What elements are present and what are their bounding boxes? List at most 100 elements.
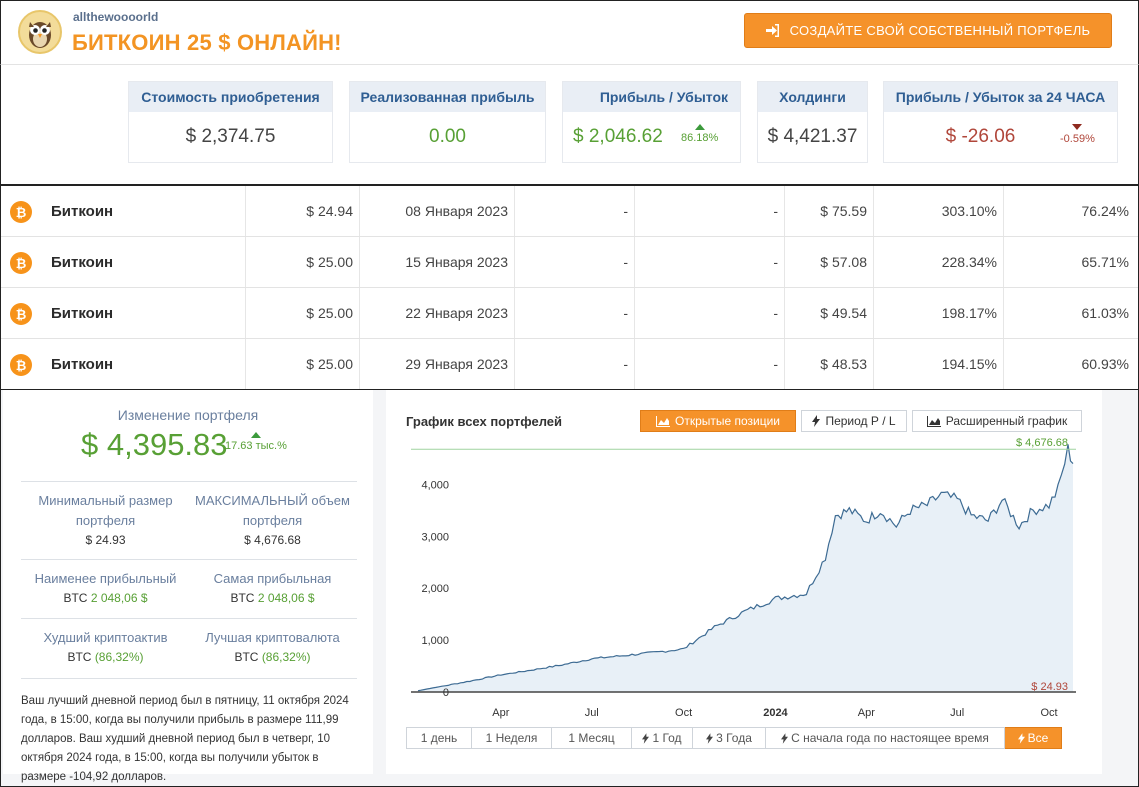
range-1-month[interactable]: 1 Месяц xyxy=(552,727,632,749)
y-tick-label: 3,000 xyxy=(421,531,449,543)
most-line: BTC 2 048,06 $ xyxy=(190,589,355,607)
range-label: С начала года по настоящее время xyxy=(791,731,989,745)
worst-coin: BTC xyxy=(67,650,92,664)
x-tick-label: Jul xyxy=(585,707,599,719)
empty-cell: - xyxy=(515,237,635,287)
stat-pnl-change: 86.18% xyxy=(681,124,718,144)
best-coin: BTC xyxy=(234,650,259,664)
coin-name[interactable]: Биткоин xyxy=(51,253,114,271)
chart-panel: График всех портфелей Открытые позиции П… xyxy=(386,390,1102,774)
range-label: 1 Месяц xyxy=(568,731,615,745)
date-cell: 08 Января 2023 xyxy=(360,186,515,236)
worst-crypto: Худший криптоактив BTC (86,32%) xyxy=(23,628,188,666)
min-label: Минимальный размер портфеля xyxy=(38,493,173,528)
bolt-icon xyxy=(1017,732,1025,744)
coin-cell: ₿ Биткоин xyxy=(1,339,246,389)
max-label: МАКСИМАЛЬНЫЙ объем портфеля xyxy=(195,493,350,528)
stat-cost: Стоимость приобретения $ 2,374.75 xyxy=(128,81,333,163)
y-tick-label: 1,000 xyxy=(421,635,449,647)
stat-pnl24-value: $ -26.06 xyxy=(945,126,1016,147)
pct-cell: 61.03% xyxy=(1081,305,1129,321)
coin-name[interactable]: Биткоин xyxy=(51,355,114,373)
tab-extended-chart[interactable]: Расширенный график xyxy=(912,410,1082,432)
min-label: $ 24.93 xyxy=(1031,681,1068,693)
empty-cell: - xyxy=(515,186,635,236)
range-all[interactable]: Все xyxy=(1005,727,1062,749)
price-cell: $ 25.00 xyxy=(246,288,360,338)
best-crypto: Лучшая криптовалюта BTC (86,32%) xyxy=(190,628,355,666)
range-1-week[interactable]: 1 Неделя xyxy=(472,727,552,749)
coin-name[interactable]: Биткоин xyxy=(51,304,114,322)
stat-pnl24-body: $ -26.06 -0.59% xyxy=(884,112,1117,162)
min-value: $ 24.93 xyxy=(85,533,126,547)
pct-cell: 303.10% xyxy=(874,186,1004,236)
range-1-day[interactable]: 1 день xyxy=(406,727,472,749)
most-coin: BTC xyxy=(230,591,255,605)
area-chart-icon xyxy=(655,415,670,427)
max-label: $ 4,676.68 xyxy=(1016,437,1068,449)
change-pct-box: 17.63 тыс.% xyxy=(225,432,287,452)
empty-cell: - xyxy=(635,339,785,389)
worst-line: BTC (86,32%) xyxy=(23,648,188,666)
portfolio-stats: Стоимость приобретения $ 2,374.75 Реализ… xyxy=(0,64,1139,186)
holdings-table: ₿ Биткоин $ 24.94 08 Января 2023 - - $ 7… xyxy=(0,186,1139,390)
range-label: 1 Неделя xyxy=(485,731,538,745)
range-3-years[interactable]: 3 Года xyxy=(693,727,766,749)
create-portfolio-button[interactable]: СОЗДАЙТЕ СВОЙ СОБСТВЕННЫЙ ПОРТФЕЛЬ xyxy=(744,13,1112,48)
pct-cell: 228.34% xyxy=(874,237,1004,287)
x-tick-label: Oct xyxy=(1040,707,1057,719)
bitcoin-icon: ₿ xyxy=(10,201,32,223)
change-title: Изменение портфеля xyxy=(117,407,259,423)
bitcoin-icon: ₿ xyxy=(10,354,32,376)
range-1-year[interactable]: 1 Год xyxy=(632,727,693,749)
portfolio-overview: Изменение портфеля $ 4,395.83 17.63 тыс.… xyxy=(0,390,1139,787)
stat-cost-value: $ 2,374.75 xyxy=(185,126,276,147)
table-row[interactable]: ₿ Биткоин $ 24.94 08 Января 2023 - - $ 7… xyxy=(1,186,1138,237)
stat-cost-label: Стоимость приобретения xyxy=(129,82,332,112)
pct-cell: 194.15% xyxy=(874,339,1004,389)
change-value: $ 4,395.83 xyxy=(81,427,228,462)
chart-line xyxy=(417,444,1074,692)
x-tick-label: Jul xyxy=(950,707,964,719)
best-line: BTC (86,32%) xyxy=(190,648,355,666)
y-tick-label: 0 xyxy=(443,687,449,699)
coin-cell: ₿ Биткоин xyxy=(1,288,246,338)
stat-pnl24-label: Прибыль / Убыток за 24 ЧАСА xyxy=(884,82,1117,112)
table-row[interactable]: ₿ Биткоин $ 25.00 22 Января 2023 - - $ 4… xyxy=(1,288,1138,339)
range-label: Все xyxy=(1027,731,1049,745)
most-profitable: Самая прибыльная BTC 2 048,06 $ xyxy=(190,569,355,607)
tab-open-label: Открытые позиции xyxy=(674,414,781,428)
tab-period-pl[interactable]: Период Р / L xyxy=(801,410,907,432)
tab-extended-label: Расширенный график xyxy=(945,414,1068,428)
most-value: 2 048,06 $ xyxy=(257,591,315,605)
divider xyxy=(21,481,357,482)
create-portfolio-label: СОЗДАЙТЕ СВОЙ СОБСТВЕННЫЙ ПОРТФЕЛЬ xyxy=(789,23,1091,38)
bolt-icon xyxy=(812,415,821,427)
mountain-chart-icon xyxy=(926,415,941,427)
x-tick-label: Oct xyxy=(675,707,692,719)
coin-name[interactable]: Биткоин xyxy=(51,202,114,220)
stat-realized-value: 0.00 xyxy=(429,126,466,147)
tab-open-positions[interactable]: Открытые позиции xyxy=(640,410,796,432)
worst-value: (86,32%) xyxy=(94,650,144,664)
range-selector: 1 день 1 Неделя 1 Месяц 1 Год 3 Года С н… xyxy=(406,727,1062,749)
portfolio-chart[interactable]: $ 4,676.68 $ 24.93 0 1,000 2,000 3,000 4,000… xyxy=(386,390,1102,720)
date-cell: 15 Января 2023 xyxy=(360,237,515,287)
username-link[interactable]: allthewoooorld xyxy=(73,10,159,24)
tab-period-label: Период Р / L xyxy=(825,414,896,428)
range-ytd[interactable]: С начала года по настоящее время xyxy=(766,727,1005,749)
max-portfolio: МАКСИМАЛЬНЫЙ объем портфеля $ 4,676.68 xyxy=(190,491,355,549)
change-pct: 17.63 тыс.% xyxy=(225,440,287,452)
pct-cell: 65.71% xyxy=(1081,254,1129,270)
most-label: Самая прибыльная xyxy=(213,571,332,586)
pct-cell: 76.24% xyxy=(1081,203,1129,219)
owl-avatar-icon[interactable] xyxy=(18,10,62,54)
x-tick-label: 2024 xyxy=(763,707,788,719)
stat-pnl: Прибыль / Убыток $ 2,046.62 86.18% xyxy=(562,81,741,163)
bolt-icon xyxy=(642,732,650,744)
bolt-icon xyxy=(781,732,789,744)
table-row[interactable]: ₿ Биткоин $ 25.00 15 Января 2023 - - $ 5… xyxy=(1,237,1138,288)
coin-cell: ₿ Биткоин xyxy=(1,237,246,287)
chart-area xyxy=(418,444,1073,692)
table-row[interactable]: ₿ Биткоин $ 25.00 29 Января 2023 - - $ 4… xyxy=(1,339,1138,390)
